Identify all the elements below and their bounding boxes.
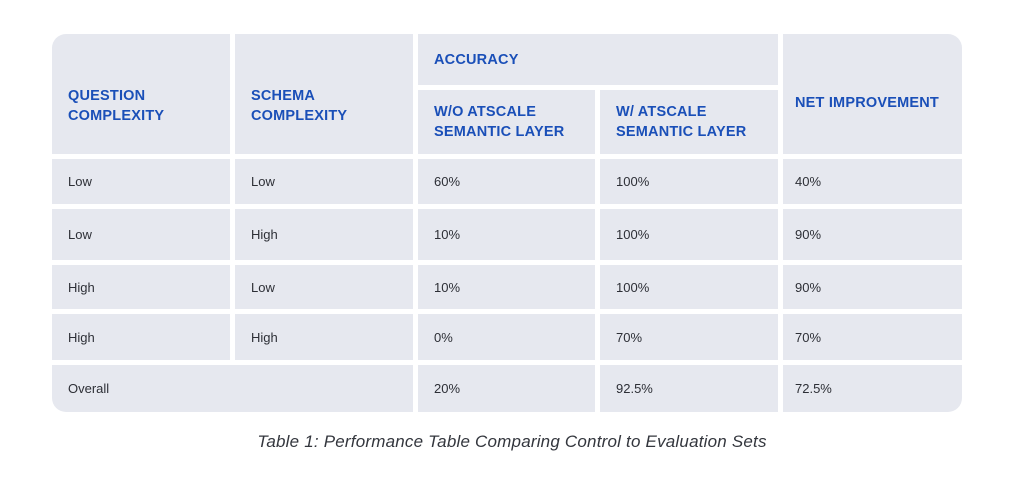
- table-cell-net: 90%: [783, 209, 962, 260]
- table-cell-without: 0%: [418, 314, 595, 360]
- header-net-improvement: NET IMPROVEMENT: [783, 34, 962, 154]
- table-cell-with: 100%: [600, 265, 778, 309]
- table-cell-net: 90%: [783, 265, 962, 309]
- table-cell-without: 10%: [418, 209, 595, 260]
- table-cell-schema: Low: [235, 159, 413, 204]
- performance-table: QUESTION COMPLEXITY SCHEMA COMPLEXITY AC…: [52, 34, 962, 412]
- header-question-complexity: QUESTION COMPLEXITY: [52, 34, 230, 154]
- table-cell-with: 100%: [600, 209, 778, 260]
- table-cell-without: 60%: [418, 159, 595, 204]
- table-cell-overall-without: 20%: [418, 365, 595, 412]
- table-cell-overall-with: 92.5%: [600, 365, 778, 412]
- table-cell-with: 100%: [600, 159, 778, 204]
- table-caption: Table 1: Performance Table Comparing Con…: [257, 432, 767, 451]
- header-schema-complexity: SCHEMA COMPLEXITY: [235, 34, 413, 154]
- table-cell-schema: High: [235, 314, 413, 360]
- table-cell-schema: High: [235, 209, 413, 260]
- header-with-semantic-layer: W/ ATSCALE SEMANTIC LAYER: [600, 90, 778, 154]
- table-cell-question: High: [52, 265, 230, 309]
- table-cell-with: 70%: [600, 314, 778, 360]
- table-cell-overall-net: 72.5%: [783, 365, 962, 412]
- header-without-semantic-layer: W/O ATSCALE SEMANTIC LAYER: [418, 90, 595, 154]
- table-cell-net: 70%: [783, 314, 962, 360]
- table-cell-net: 40%: [783, 159, 962, 204]
- table-cell-overall-label: Overall: [52, 365, 413, 412]
- table-cell-without: 10%: [418, 265, 595, 309]
- table-cell-question: Low: [52, 159, 230, 204]
- header-accuracy: ACCURACY: [418, 34, 778, 85]
- table-cell-schema: Low: [235, 265, 413, 309]
- table-cell-question: High: [52, 314, 230, 360]
- table-cell-question: Low: [52, 209, 230, 260]
